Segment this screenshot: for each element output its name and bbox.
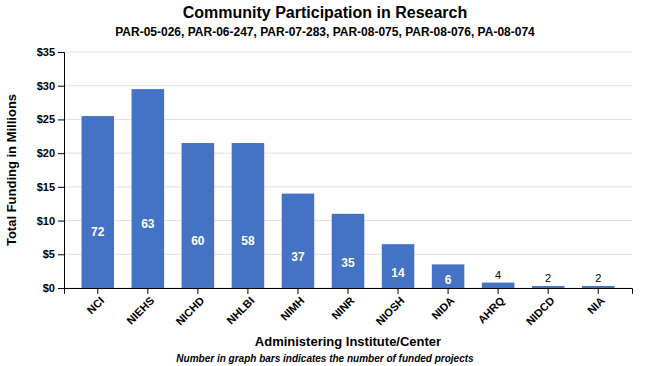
tick-mark (97, 288, 98, 294)
tick-label: NIOSH (373, 294, 406, 327)
tick-mark (58, 119, 64, 120)
bar (232, 143, 265, 288)
bar (382, 244, 415, 288)
y-tick: $10 (37, 215, 64, 227)
tick-label: NIMH (278, 294, 306, 322)
tick-label: NIEHS (124, 294, 156, 326)
footnote: Number in graph bars indicates the numbe… (176, 353, 474, 364)
tick-label: NIDCD (524, 294, 557, 327)
tick-label: $30 (37, 80, 55, 92)
tick-label: NIA (585, 294, 607, 316)
y-tick: $30 (37, 80, 64, 92)
tick-mark (297, 288, 298, 294)
bar-label: 60 (191, 234, 205, 248)
tick-mark (498, 288, 499, 294)
x-tick: AHRQ (475, 288, 507, 326)
subtitle: PAR-05-026, PAR-06-247, PAR-07-283, PAR-… (115, 25, 535, 39)
bar (532, 286, 565, 288)
bar (432, 264, 465, 288)
tick-mark (58, 221, 64, 222)
bar (82, 116, 115, 288)
bars (82, 89, 615, 288)
bar (182, 143, 215, 288)
y-tick: $20 (37, 147, 64, 159)
y-tick: $0 (43, 282, 64, 294)
tick-mark (58, 187, 64, 188)
bar-label: 63 (141, 217, 155, 231)
tick-mark (197, 288, 198, 294)
bar-label: 2 (545, 272, 551, 284)
y-tick: $5 (43, 248, 64, 260)
tick-label: $5 (43, 248, 55, 260)
bar (132, 89, 165, 288)
x-tick: NHLBI (224, 288, 256, 327)
tick-mark (147, 288, 148, 294)
tick-label: NCI (84, 294, 106, 316)
x-tick: NINR (329, 288, 357, 322)
tick-mark (548, 288, 549, 294)
bar (582, 286, 615, 288)
bar (282, 194, 315, 288)
tick-label: NIDA (429, 294, 457, 322)
x-tick: NIMH (278, 288, 306, 323)
y-axis-title: Total Funding in Millions (4, 94, 19, 246)
x-tick: NCI (84, 288, 106, 316)
x-tick: NIOSH (373, 288, 406, 327)
x-axis: NCI NIEHS NICHD NHLBI NIMH NINR NIOSH NIDA AHRQ N… (65, 288, 633, 327)
tick-mark (398, 288, 399, 294)
bar-label: 14 (391, 266, 405, 280)
bar (482, 283, 515, 288)
bar (332, 214, 365, 288)
tick-mark (448, 288, 449, 294)
title: Community Participation in Research (183, 4, 468, 21)
x-tick: NIDCD (524, 288, 557, 327)
x-tick: NIEHS (124, 288, 156, 327)
tick-label: NINR (329, 294, 357, 322)
tick-label: $10 (37, 215, 55, 227)
tick-mark (58, 86, 64, 87)
chart: Community Participation in Research PAR-0… (0, 0, 650, 366)
tick-mark (58, 153, 64, 154)
bar-label: 58 (241, 234, 255, 248)
tick-label: $35 (37, 46, 55, 58)
axis-line (65, 289, 633, 295)
bar-label: 4 (495, 269, 501, 281)
x-tick: NIA (585, 288, 607, 316)
tick-mark (598, 288, 599, 294)
y-tick: $15 (37, 181, 64, 193)
grid-line (64, 52, 632, 53)
x-axis-title: Administering Institute/Center (255, 334, 441, 349)
bar-labels: 72 63 60 58 37 35 14 6 4 2 2 (91, 217, 601, 287)
tick-label: NICHD (173, 294, 206, 327)
tick-mark (348, 288, 349, 294)
plot: 72 63 60 58 37 35 14 6 4 2 2 $0 $5 $10 $15 $20 $25 $30 $35… (37, 46, 633, 327)
tick-mark (58, 288, 64, 289)
grid-line (64, 85, 632, 86)
y-tick: $25 (37, 113, 64, 125)
y-tick: $35 (37, 46, 64, 58)
tick-label: $25 (37, 113, 55, 125)
bar-label: 35 (341, 256, 355, 270)
tick-mark (247, 288, 248, 294)
x-tick: NIDA (429, 288, 457, 322)
tick-mark (58, 52, 64, 53)
tick-label: $20 (37, 147, 55, 159)
grid (64, 52, 632, 288)
axis-line (58, 53, 65, 289)
y-axis: $0 $5 $10 $15 $20 $25 $30 $35 (37, 46, 65, 294)
tick-label: $0 (43, 282, 55, 294)
x-tick: NICHD (173, 288, 206, 327)
bar-label: 37 (291, 250, 305, 264)
bar-label: 2 (595, 272, 601, 284)
tick-mark (58, 254, 64, 255)
bar-label: 72 (91, 225, 105, 239)
bar-label: 6 (445, 273, 452, 287)
tick-label: NHLBI (224, 294, 256, 326)
tick-label: AHRQ (475, 294, 507, 326)
tick-label: $15 (37, 181, 55, 193)
